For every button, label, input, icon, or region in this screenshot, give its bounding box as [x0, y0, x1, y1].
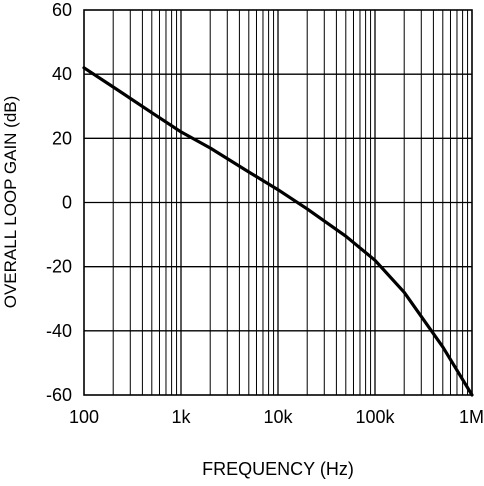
x-tick-label: 100 [69, 407, 99, 427]
x-tick-label: 1M [459, 407, 484, 427]
x-axis-title: FREQUENCY (Hz) [202, 459, 354, 479]
x-tick-label: 10k [263, 407, 293, 427]
x-tick-labels: 100 1k 10k 100k 1M [69, 407, 484, 427]
x-tick-label: 100k [355, 407, 395, 427]
y-axis-title: OVERALL LOOP GAIN (dB) [1, 96, 20, 309]
y-tick-labels: 60 40 20 0 -20 -40 -60 [46, 0, 72, 405]
y-tick-label: -40 [46, 321, 72, 341]
series-line-loop-gain [82, 66, 474, 397]
y-tick-label: 0 [62, 193, 72, 213]
y-tick-label: -60 [46, 385, 72, 405]
grid [84, 10, 472, 395]
y-tick-label: 60 [52, 0, 72, 20]
y-tick-label: -20 [46, 257, 72, 277]
y-tick-label: 40 [52, 64, 72, 84]
plot-frame [83, 9, 473, 396]
y-tick-label: 20 [52, 128, 72, 148]
x-tick-label: 1k [171, 407, 191, 427]
